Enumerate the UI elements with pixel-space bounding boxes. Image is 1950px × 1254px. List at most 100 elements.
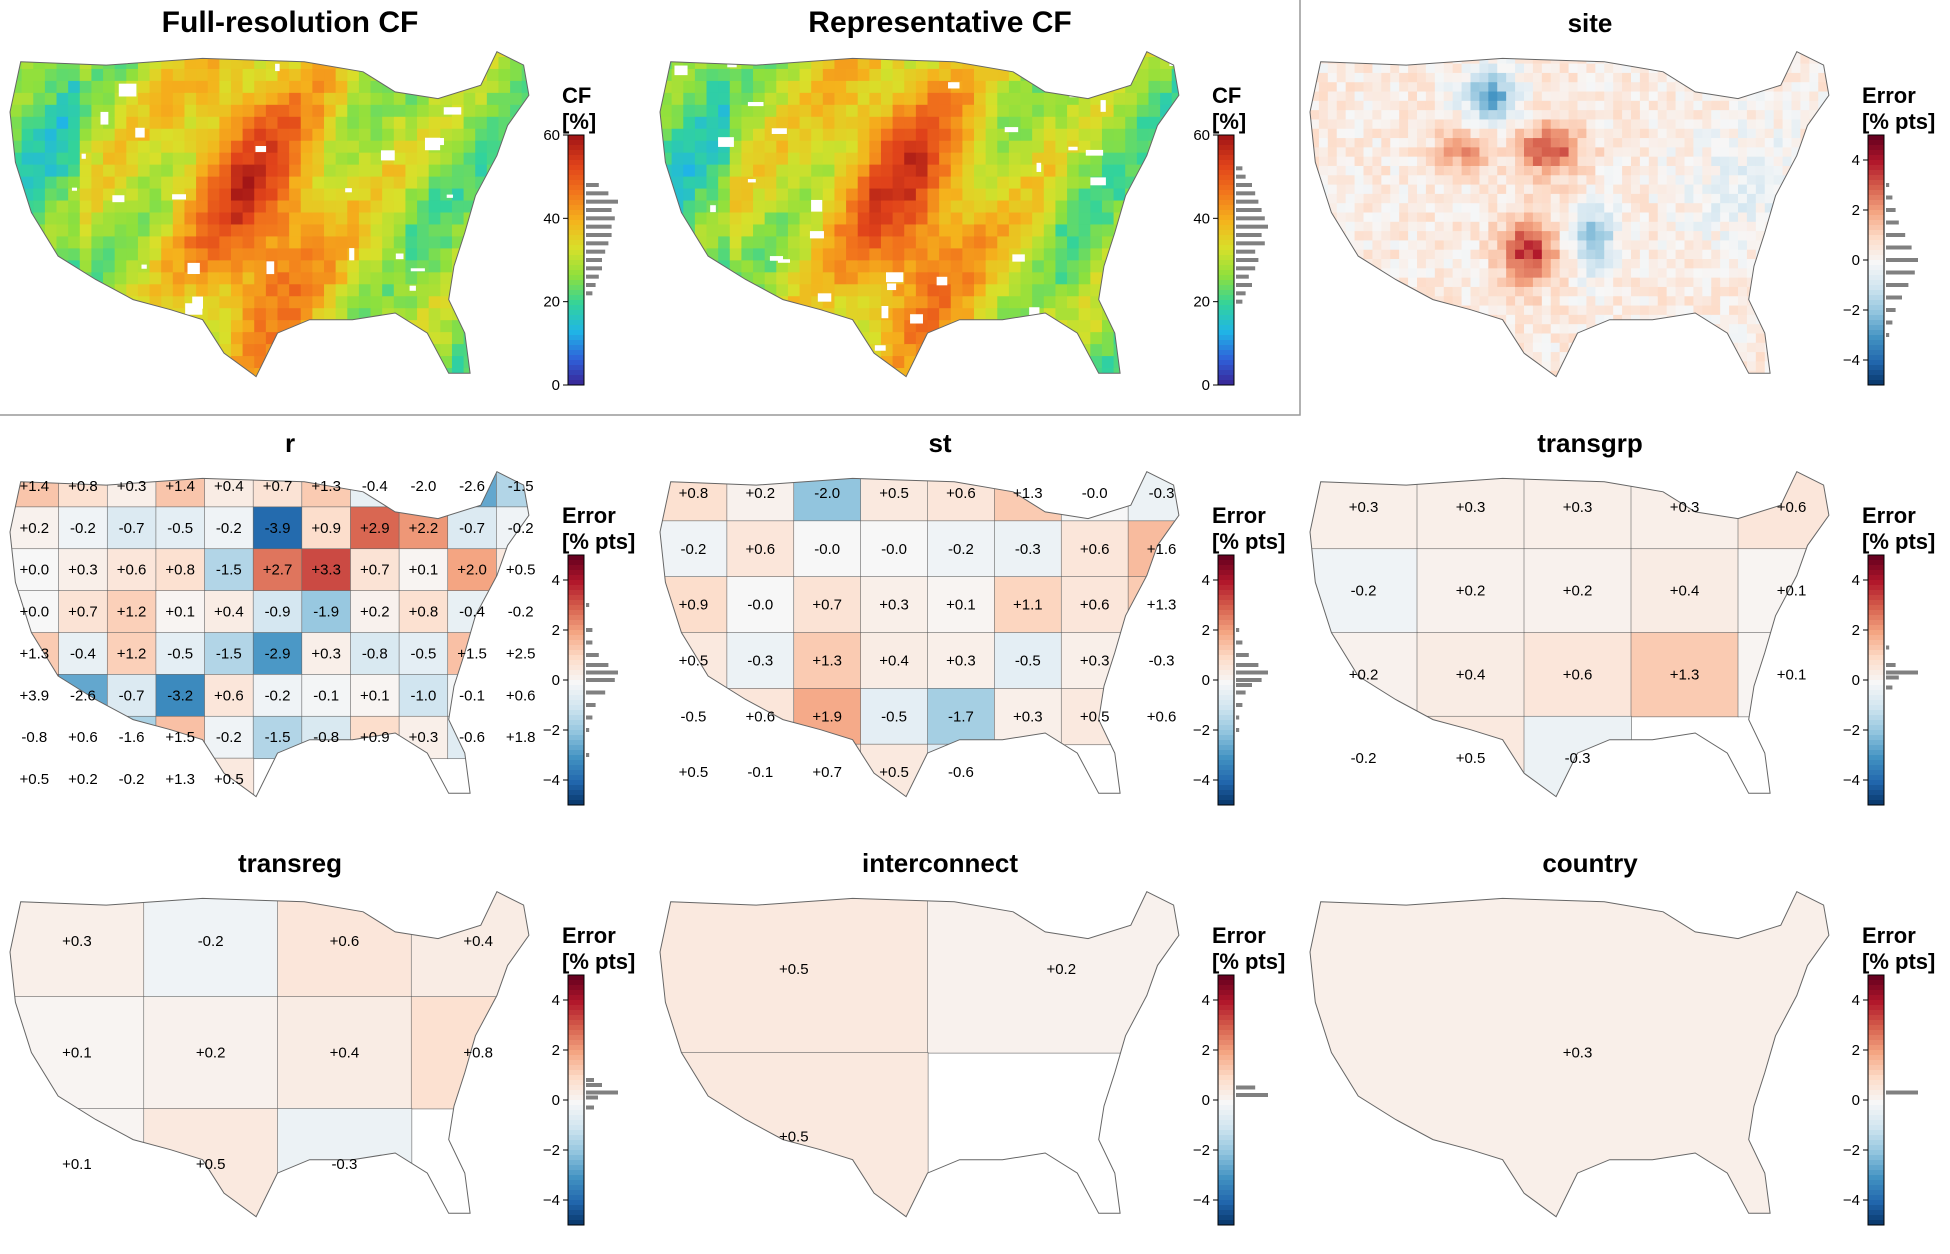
region-cell	[106, 590, 157, 634]
colorbar-segment	[1868, 645, 1884, 651]
colorbar-segment	[568, 985, 584, 991]
colorbar-segment	[568, 1025, 584, 1031]
colorbar-segment	[1218, 775, 1234, 781]
colorbar-segment	[1868, 210, 1884, 216]
region-label: -3.2	[167, 687, 193, 704]
colorbar-segment	[1868, 300, 1884, 306]
region-label: +0.4	[330, 1045, 360, 1062]
colorbar-segment	[1218, 1050, 1234, 1056]
colorbar-segment	[1868, 1020, 1884, 1026]
region-label: -0.1	[747, 764, 773, 781]
colorbar-segment	[1868, 335, 1884, 341]
colorbar-segment	[1868, 1220, 1884, 1226]
region-label: +0.6	[506, 687, 536, 704]
colorbar-segment	[568, 1145, 584, 1151]
colorbar-title: Error	[1862, 503, 1916, 528]
colorbar-segment	[1868, 225, 1884, 231]
colorbar-segment	[568, 750, 584, 756]
colorbar-segment	[1218, 215, 1234, 221]
region-label: -0.2	[508, 604, 534, 621]
region-label: +0.1	[62, 1156, 92, 1173]
region-cell	[58, 590, 109, 634]
colorbar-segment	[1868, 170, 1884, 176]
colorbar-segment	[1218, 655, 1234, 661]
colorbar-segment	[1868, 1000, 1884, 1006]
histogram-bar	[1236, 208, 1262, 212]
histogram-bar	[1886, 670, 1918, 675]
region-label: -0.6	[948, 764, 974, 781]
region-cell	[204, 506, 255, 550]
region-label: +0.4	[463, 933, 493, 950]
colorbar-segment	[568, 1075, 584, 1081]
colorbar-segment	[1218, 980, 1234, 986]
colorbar-segment	[568, 360, 584, 366]
colorbar-segment	[568, 725, 584, 731]
colorbar-segment	[1868, 135, 1884, 141]
colorbar-segment	[568, 765, 584, 771]
colorbar-segment	[1868, 705, 1884, 711]
colorbar-segment	[568, 710, 584, 716]
histogram-bar	[586, 241, 609, 246]
colorbar-segment	[1868, 580, 1884, 586]
histogram-bar	[586, 653, 599, 657]
colorbar-segment	[1218, 265, 1234, 271]
region-label: +1.9	[812, 708, 842, 725]
colorbar-segment	[1868, 770, 1884, 776]
histogram-bar	[1886, 195, 1893, 200]
colorbar-segment	[1218, 715, 1234, 721]
colorbar-segment	[1218, 1195, 1234, 1201]
histogram-bar	[586, 663, 609, 667]
colorbar-segment	[1218, 320, 1234, 326]
colorbar-segment	[1868, 315, 1884, 321]
colorbar-segment	[568, 185, 584, 191]
region-label: -0.0	[881, 541, 907, 558]
region-cell	[398, 674, 449, 718]
colorbar-tick-label: 0	[1202, 672, 1210, 689]
colorbar-segment	[1218, 785, 1234, 791]
region-cell	[301, 506, 352, 550]
colorbar-segment	[1218, 235, 1234, 241]
colorbar-segment	[1218, 330, 1234, 336]
region-cell	[301, 632, 352, 676]
colorbar-segment	[1218, 1140, 1234, 1146]
region-label: -0.3	[1565, 750, 1591, 767]
colorbar-segment	[1868, 595, 1884, 601]
colorbar-segment	[568, 365, 584, 371]
region-label: -0.0	[1082, 485, 1108, 502]
region-label: +0.2	[360, 604, 390, 621]
region-label: +0.5	[879, 764, 909, 781]
colorbar-segment	[1868, 345, 1884, 351]
colorbar-segment	[568, 1060, 584, 1066]
region-cell	[155, 590, 206, 634]
colorbar-segment	[1868, 720, 1884, 726]
colorbar-segment	[1218, 370, 1234, 376]
histogram-bar	[1236, 174, 1246, 179]
region-label: +0.2	[1563, 583, 1593, 600]
region-label: +0.4	[214, 604, 244, 621]
colorbar-segment	[1218, 705, 1234, 711]
colorbar-segment	[568, 350, 584, 356]
colorbar-tick-label: 0	[1852, 1092, 1860, 1109]
region-cell	[398, 590, 449, 634]
colorbar-segment	[1218, 1175, 1234, 1181]
colorbar-segment	[1218, 975, 1234, 981]
colorbar-segment	[1868, 635, 1884, 641]
colorbar-segment	[1868, 780, 1884, 786]
colorbar-segment	[568, 1185, 584, 1191]
region-label: -0.4	[70, 645, 96, 662]
colorbar-title: Error	[562, 503, 616, 528]
region-label: +1.5	[165, 729, 195, 746]
colorbar-segment	[1868, 1055, 1884, 1061]
colorbar-segment	[1868, 695, 1884, 701]
region-label: +0.1	[62, 1045, 92, 1062]
colorbar-segment	[568, 355, 584, 361]
colorbar-segment	[568, 570, 584, 576]
histogram-bar	[1886, 220, 1899, 225]
colorbar-segment	[1868, 330, 1884, 336]
colorbar-segment	[568, 200, 584, 206]
colorbar-segment	[568, 1220, 584, 1226]
region-label: -2.0	[814, 485, 840, 502]
colorbar-segment	[1218, 695, 1234, 701]
colorbar-segment	[1868, 800, 1884, 806]
histogram-bar	[586, 1105, 594, 1110]
